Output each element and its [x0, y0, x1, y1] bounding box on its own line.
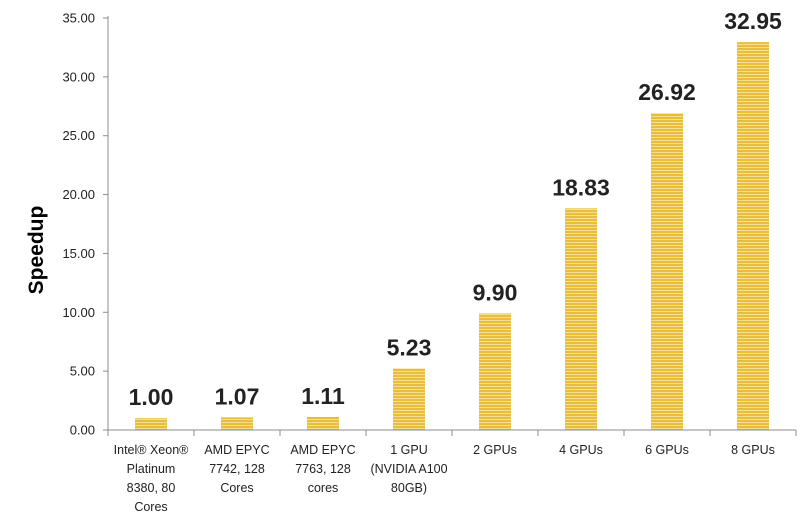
- x-tick-label-line: 8 GPUs: [731, 443, 775, 457]
- bar: [479, 313, 511, 430]
- data-label: 32.95: [724, 8, 782, 34]
- data-label: 1.11: [301, 383, 345, 409]
- x-tick-label-line: 1 GPU: [390, 443, 428, 457]
- x-tick-label: 8 GPUs: [731, 443, 775, 457]
- y-tick-label: 35.00: [62, 11, 95, 26]
- bar: [565, 208, 597, 430]
- y-tick-label: 10.00: [62, 305, 95, 320]
- x-tick-label: Intel® Xeon® Platinum 8380, 80 Cores: [114, 443, 190, 514]
- bar: [307, 416, 339, 430]
- x-tick-label-line: Cores: [220, 481, 253, 495]
- x-tick-label: 2 GPUs: [473, 443, 517, 457]
- x-tick-label-line: 6 GPUs: [645, 443, 689, 457]
- x-tick-label-line: (NVIDIA A100: [370, 462, 447, 476]
- x-tick-label-line: AMD EPYC: [290, 443, 355, 457]
- x-tick-label-line: 4 GPUs: [559, 443, 603, 457]
- x-tick-label-line: 7763, 128: [295, 462, 351, 476]
- y-tick-label: 25.00: [62, 128, 95, 143]
- x-tick-label-line: 80GB): [391, 481, 427, 495]
- x-tick-label-line: 7742, 128: [209, 462, 265, 476]
- y-tick-label: 15.00: [62, 246, 95, 261]
- bar: [651, 113, 683, 430]
- watermark-text: 头条 @赞奇超高清云工作站: [540, 490, 737, 508]
- x-tick-label-line: AMD EPYC: [204, 443, 269, 457]
- bar: [221, 417, 253, 430]
- y-tick-label: 0.00: [70, 423, 95, 438]
- x-tick-label-line: 2 GPUs: [473, 443, 517, 457]
- data-label: 1.00: [129, 384, 174, 410]
- x-tick-label: 4 GPUs: [559, 443, 603, 457]
- y-tick-label: 30.00: [62, 69, 95, 84]
- data-label: 18.83: [552, 174, 610, 200]
- data-label: 9.90: [473, 279, 518, 305]
- y-axis: 0.00 5.00 10.00 15.00 20.00 25.00 30.00 35.00: [62, 11, 109, 438]
- data-label: 26.92: [638, 79, 696, 105]
- data-label: 5.23: [387, 334, 432, 360]
- bar: [737, 42, 769, 430]
- bars: 1.00 1.07 1.11 5.23 9.90 18.83 26.92 32.95: [129, 8, 782, 430]
- data-label: 1.07: [215, 383, 260, 409]
- bar: [393, 368, 425, 430]
- x-tick-label: 6 GPUs: [645, 443, 689, 457]
- x-tick-label: 1 GPU (NVIDIA A100 80GB): [370, 443, 447, 495]
- y-tick-label: 5.00: [70, 364, 95, 379]
- x-tick-label-line: Platinum: [127, 462, 176, 476]
- bar: [135, 418, 167, 430]
- x-tick-label: AMD EPYC 7742, 128 Cores: [204, 443, 269, 495]
- x-tick-label-line: cores: [308, 481, 339, 495]
- y-tick-label: 20.00: [62, 187, 95, 202]
- x-tick-label-line: Intel® Xeon®: [114, 443, 190, 457]
- x-tick-label-line: 8380, 80: [127, 481, 176, 495]
- x-tick-label-line: Cores: [134, 500, 167, 514]
- x-tick-label: AMD EPYC 7763, 128 cores: [290, 443, 355, 495]
- y-axis-title: Speedup: [25, 206, 48, 295]
